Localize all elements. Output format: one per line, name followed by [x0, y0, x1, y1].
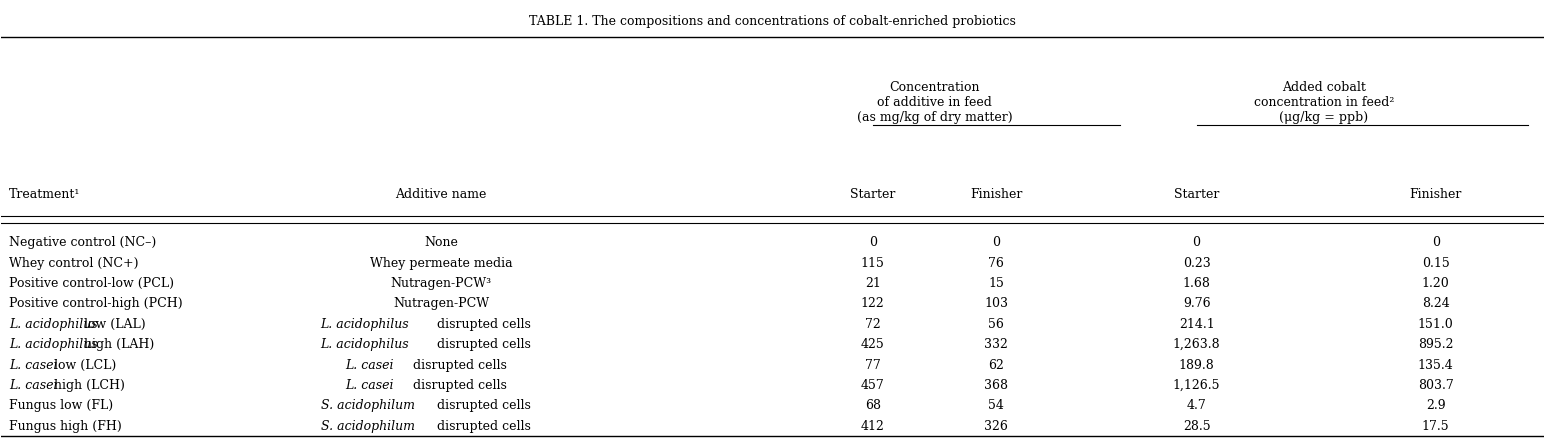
Text: 1,263.8: 1,263.8 — [1173, 338, 1221, 351]
Text: 62: 62 — [989, 359, 1004, 372]
Text: 4.7: 4.7 — [1187, 400, 1207, 413]
Text: L. acidophilus: L. acidophilus — [321, 318, 409, 331]
Text: disrupted cells: disrupted cells — [433, 420, 531, 433]
Text: 457: 457 — [861, 379, 885, 392]
Text: 28.5: 28.5 — [1183, 420, 1210, 433]
Text: 214.1: 214.1 — [1179, 318, 1214, 331]
Text: 72: 72 — [865, 318, 881, 331]
Text: 189.8: 189.8 — [1179, 359, 1214, 372]
Text: 54: 54 — [989, 400, 1004, 413]
Text: 21: 21 — [865, 277, 881, 290]
Text: disrupted cells: disrupted cells — [409, 359, 507, 372]
Text: 332: 332 — [984, 338, 1007, 351]
Text: disrupted cells: disrupted cells — [433, 400, 531, 413]
Text: Finisher: Finisher — [970, 187, 1023, 201]
Text: L. acidophilus: L. acidophilus — [9, 318, 97, 331]
Text: L. casei: L. casei — [345, 359, 392, 372]
Text: 326: 326 — [984, 420, 1007, 433]
Text: None: None — [423, 236, 457, 249]
Text: Finisher: Finisher — [1409, 187, 1462, 201]
Text: 135.4: 135.4 — [1418, 359, 1454, 372]
Text: Additive name: Additive name — [396, 187, 487, 201]
Text: TABLE 1. The compositions and concentrations of cobalt-enriched probiotics: TABLE 1. The compositions and concentrat… — [528, 15, 1017, 28]
Text: S. acidophilum: S. acidophilum — [321, 400, 414, 413]
Text: 803.7: 803.7 — [1418, 379, 1454, 392]
Text: 895.2: 895.2 — [1418, 338, 1454, 351]
Text: Nutragen-PCW: Nutragen-PCW — [392, 297, 488, 310]
Text: 0: 0 — [992, 236, 1000, 249]
Text: Starter: Starter — [1174, 187, 1219, 201]
Text: 122: 122 — [861, 297, 885, 310]
Text: L. acidophilus: L. acidophilus — [321, 338, 409, 351]
Text: Nutragen-PCW³: Nutragen-PCW³ — [391, 277, 491, 290]
Text: L. casei: L. casei — [9, 379, 57, 392]
Text: Fungus high (FH): Fungus high (FH) — [9, 420, 122, 433]
Text: L. casei: L. casei — [9, 359, 57, 372]
Text: 56: 56 — [989, 318, 1004, 331]
Text: high (LCH): high (LCH) — [49, 379, 125, 392]
Text: 412: 412 — [861, 420, 885, 433]
Text: Added cobalt
concentration in feed²
(μg/kg = ppb): Added cobalt concentration in feed² (μg/… — [1253, 81, 1394, 124]
Text: L. acidophilus: L. acidophilus — [9, 338, 97, 351]
Text: 15: 15 — [989, 277, 1004, 290]
Text: 0.15: 0.15 — [1421, 257, 1449, 270]
Text: Negative control (NC–): Negative control (NC–) — [9, 236, 156, 249]
Text: Positive control-low (PCL): Positive control-low (PCL) — [9, 277, 175, 290]
Text: Treatment¹: Treatment¹ — [9, 187, 80, 201]
Text: 115: 115 — [861, 257, 885, 270]
Text: 103: 103 — [984, 297, 1009, 310]
Text: 1.68: 1.68 — [1182, 277, 1211, 290]
Text: 2.9: 2.9 — [1426, 400, 1446, 413]
Text: 425: 425 — [861, 338, 885, 351]
Text: low (LAL): low (LAL) — [80, 318, 145, 331]
Text: 0: 0 — [868, 236, 876, 249]
Text: disrupted cells: disrupted cells — [433, 318, 531, 331]
Text: 0: 0 — [1432, 236, 1440, 249]
Text: 368: 368 — [984, 379, 1009, 392]
Text: L. casei: L. casei — [345, 379, 392, 392]
Text: 1,126.5: 1,126.5 — [1173, 379, 1221, 392]
Text: 0: 0 — [1193, 236, 1200, 249]
Text: Positive control-high (PCH): Positive control-high (PCH) — [9, 297, 182, 310]
Text: 77: 77 — [865, 359, 881, 372]
Text: disrupted cells: disrupted cells — [433, 338, 531, 351]
Text: high (LAH): high (LAH) — [80, 338, 154, 351]
Text: 8.24: 8.24 — [1421, 297, 1449, 310]
Text: Whey permeate media: Whey permeate media — [369, 257, 513, 270]
Text: Whey control (NC+): Whey control (NC+) — [9, 257, 139, 270]
Text: Fungus low (FL): Fungus low (FL) — [9, 400, 113, 413]
Text: 1.20: 1.20 — [1421, 277, 1449, 290]
Text: 151.0: 151.0 — [1418, 318, 1454, 331]
Text: 68: 68 — [865, 400, 881, 413]
Text: 17.5: 17.5 — [1421, 420, 1449, 433]
Text: Starter: Starter — [850, 187, 896, 201]
Text: 9.76: 9.76 — [1183, 297, 1210, 310]
Text: S. acidophilum: S. acidophilum — [321, 420, 414, 433]
Text: 76: 76 — [989, 257, 1004, 270]
Text: low (LCL): low (LCL) — [49, 359, 116, 372]
Text: disrupted cells: disrupted cells — [409, 379, 507, 392]
Text: Concentration
of additive in feed
(as mg/kg of dry matter): Concentration of additive in feed (as mg… — [856, 81, 1012, 124]
Text: 0.23: 0.23 — [1183, 257, 1210, 270]
